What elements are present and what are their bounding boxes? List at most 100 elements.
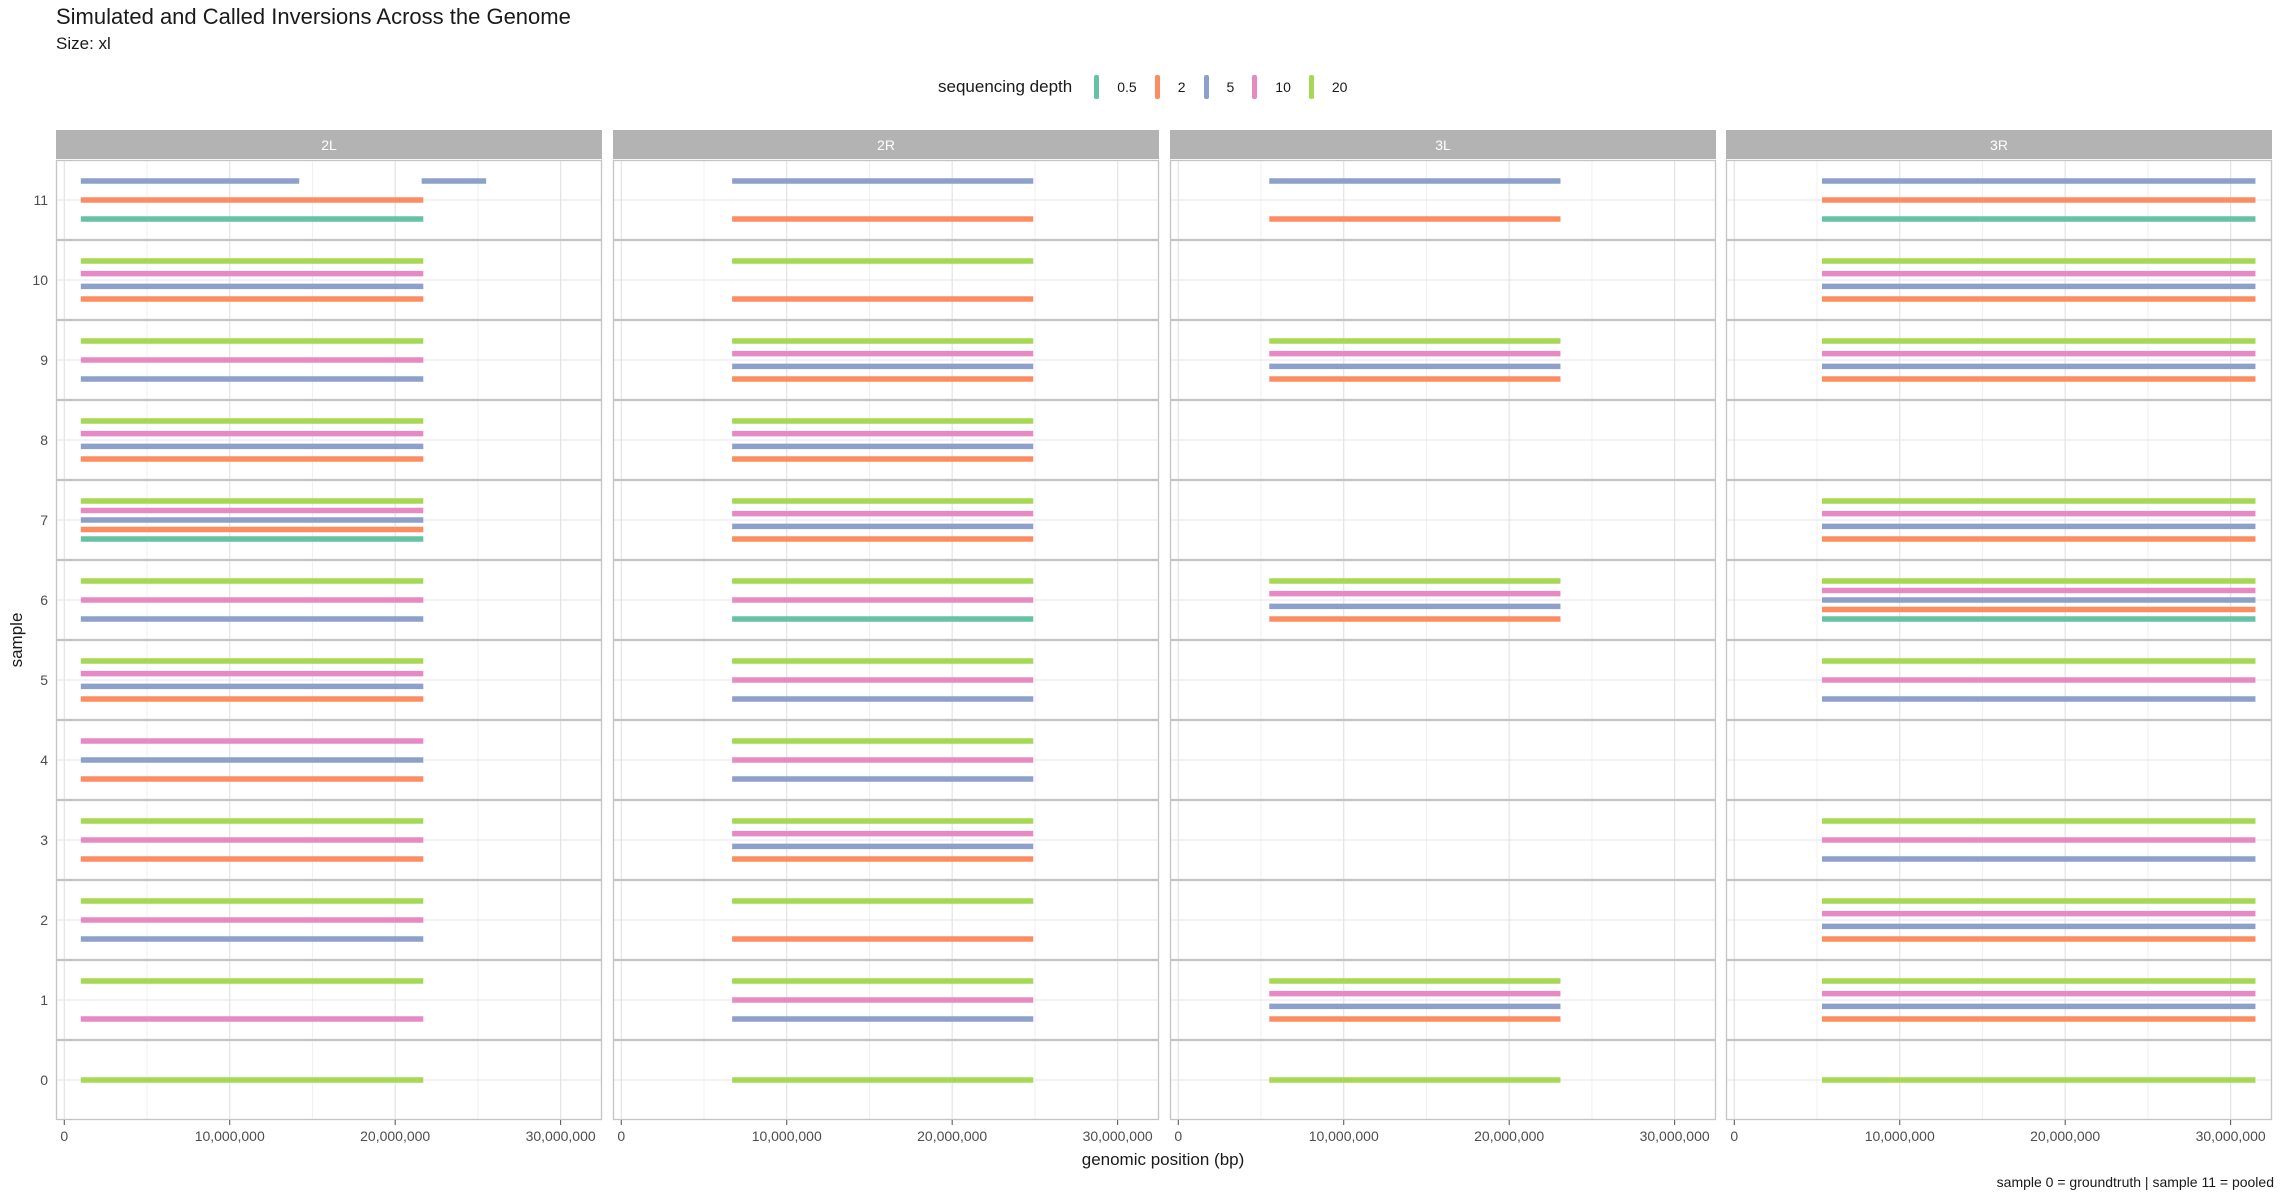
y-tick-label-0: 0 [40, 1072, 48, 1088]
panel-border-3R-4 [1725, 479, 2273, 561]
y-tick-label-8: 8 [40, 432, 48, 448]
legend-label-10: 10 [1275, 79, 1291, 95]
x-tick-label-3L-0: 0 [1174, 1128, 1182, 1144]
legend: sequencing depth 0.5 2 5 10 20 [938, 74, 1365, 100]
panel-border-2R-0 [612, 159, 1160, 241]
panel-border-3R-2 [1725, 319, 2273, 401]
legend-item-2: 2 [1154, 75, 1186, 99]
panel-border-2L-8 [55, 799, 603, 881]
x-tick-label-3R-1: 10,000,000 [1865, 1128, 1935, 1144]
x-tick-label-2L-2: 20,000,000 [360, 1128, 430, 1144]
panel-border-3L-10 [1169, 959, 1717, 1041]
panel-border-3R-6 [1725, 639, 2273, 721]
panel-border-3R-9 [1725, 879, 2273, 961]
x-axis-title: genomic position (bp) [1082, 1150, 1245, 1169]
legend-key-20 [1308, 75, 1314, 99]
x-tick-label-2R-2: 20,000,000 [917, 1128, 987, 1144]
facet-label-2L: 2L [321, 137, 337, 153]
panel-border-3L-9 [1169, 879, 1717, 961]
facet-strip-2R [613, 130, 1159, 159]
panel-border-2R-6 [612, 639, 1160, 721]
panel-border-2R-3 [612, 399, 1160, 481]
legend-item-10: 10 [1252, 75, 1291, 99]
panel-border-3R-1 [1725, 239, 2273, 321]
legend-item-0-5: 0.5 [1094, 75, 1137, 99]
y-tick-label-6: 6 [40, 592, 48, 608]
facet-strip-3R [1726, 130, 2272, 159]
panel-border-3R-11 [1725, 1039, 2273, 1121]
x-tick-label-2L-0: 0 [60, 1128, 68, 1144]
y-axis-title: sample [7, 613, 26, 668]
y-tick-label-4: 4 [40, 752, 48, 768]
panel-border-3L-5 [1169, 559, 1717, 641]
y-tick-label-3: 3 [40, 832, 48, 848]
panel-border-2R-4 [612, 479, 1160, 561]
y-tick-label-2: 2 [40, 912, 48, 928]
panel-border-2L-10 [55, 959, 603, 1041]
y-tick-label-1: 1 [40, 992, 48, 1008]
panel-border-2R-2 [612, 319, 1160, 401]
panel-border-3L-4 [1169, 479, 1717, 561]
facet-label-3L: 3L [1435, 137, 1451, 153]
panel-border-2L-11 [55, 1039, 603, 1121]
facet-label-2R: 2R [877, 137, 895, 153]
chart-caption: sample 0 = groundtruth | sample 11 = poo… [1996, 1174, 2274, 1190]
panel-border-3R-5 [1725, 559, 2273, 641]
x-tick-label-2L-3: 30,000,000 [526, 1128, 596, 1144]
legend-title: sequencing depth [938, 77, 1073, 96]
panel-border-2L-9 [55, 879, 603, 961]
x-tick-label-3R-3: 30,000,000 [2196, 1128, 2266, 1144]
legend-item-20: 20 [1308, 75, 1347, 99]
panel-border-3L-2 [1169, 319, 1717, 401]
x-tick-label-3R-0: 0 [1730, 1128, 1738, 1144]
legend-key-0-5 [1094, 75, 1100, 99]
x-tick-label-2R-0: 0 [617, 1128, 625, 1144]
panel-border-3L-11 [1169, 1039, 1717, 1121]
x-tick-label-2L-1: 10,000,000 [195, 1128, 265, 1144]
y-tick-label-9: 9 [40, 352, 48, 368]
panel-border-2R-10 [612, 959, 1160, 1041]
x-tick-label-2R-3: 30,000,000 [1083, 1128, 1153, 1144]
legend-label-2: 2 [1177, 79, 1186, 95]
x-tick-label-3L-1: 10,000,000 [1309, 1128, 1379, 1144]
facet-strip-3L [1170, 130, 1716, 159]
panel-border-2L-3 [55, 399, 603, 481]
y-tick-label-7: 7 [40, 512, 48, 528]
legend-item-5: 5 [1203, 75, 1235, 99]
y-tick-label-11: 11 [33, 192, 48, 208]
panel-border-3L-8 [1169, 799, 1717, 881]
x-tick-label-3L-3: 30,000,000 [1640, 1128, 1710, 1144]
chart-subtitle: Size: xl [56, 34, 111, 53]
panel-border-3R-8 [1725, 799, 2273, 881]
panel-border-3L-0 [1169, 159, 1717, 241]
panel-border-2R-5 [612, 559, 1160, 641]
x-tick-label-3R-2: 20,000,000 [2030, 1128, 2100, 1144]
panel-border-2R-11 [612, 1039, 1160, 1121]
panel-border-2R-7 [612, 719, 1160, 801]
panel-border-3L-7 [1169, 719, 1717, 801]
panel-border-2L-6 [55, 639, 603, 721]
panel-border-2R-9 [612, 879, 1160, 961]
legend-key-2 [1154, 75, 1160, 99]
legend-key-5 [1203, 75, 1209, 99]
y-tick-label-5: 5 [40, 672, 48, 688]
legend-key-10 [1252, 75, 1258, 99]
panel-border-2L-2 [55, 319, 603, 401]
chart-title: Simulated and Called Inversions Across t… [56, 4, 571, 29]
panel-border-2R-1 [612, 239, 1160, 321]
panel-border-3R-0 [1725, 159, 2273, 241]
panel-border-2L-1 [55, 239, 603, 321]
panel-border-3R-10 [1725, 959, 2273, 1041]
facet-label-3R: 3R [1990, 137, 2008, 153]
panel-border-3L-6 [1169, 639, 1717, 721]
panel-border-2L-4 [55, 479, 603, 561]
y-tick-label-10: 10 [32, 272, 48, 288]
panel-border-2L-5 [55, 559, 603, 641]
panel-border-2L-7 [55, 719, 603, 801]
legend-label-5: 5 [1226, 79, 1235, 95]
panel-border-2L-0 [55, 159, 603, 241]
panel-border-3R-7 [1725, 719, 2273, 801]
x-tick-label-2R-1: 10,000,000 [752, 1128, 822, 1144]
panel-border-3L-1 [1169, 239, 1717, 321]
